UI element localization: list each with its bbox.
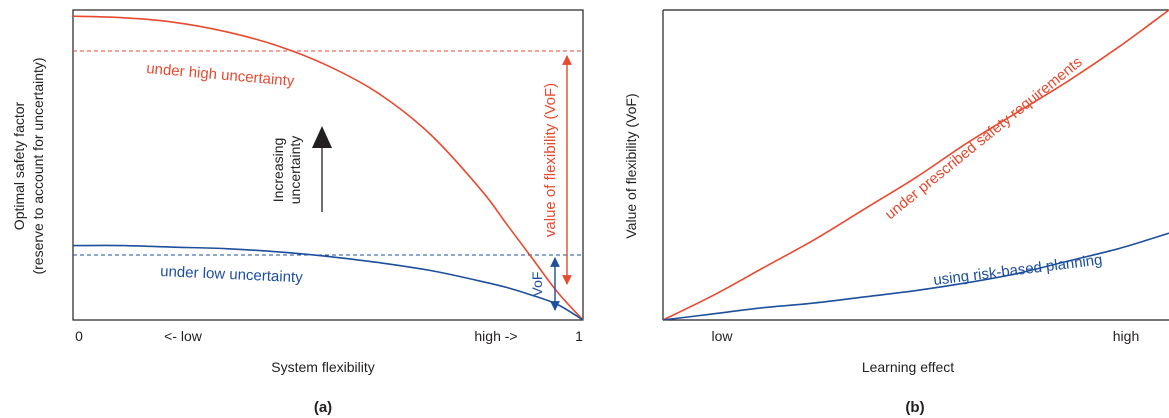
- panel-label-a: (a): [314, 399, 332, 416]
- annotation-increasing: Increasing: [270, 138, 286, 203]
- series-line-low-uncertainty: [72, 244, 584, 321]
- x-tick-label-low-b: low: [711, 328, 733, 344]
- x-tick-label-high: high ->: [474, 328, 517, 344]
- series-label-prescribed-safety: under prescribed safety requirements: [882, 54, 1086, 224]
- x-tick-label-1: 1: [575, 328, 583, 344]
- y-axis-label-a-line1: Optimal safety factor: [11, 101, 27, 230]
- series-line-prescribed-safety: [662, 9, 1169, 321]
- panel-label-b: (b): [905, 399, 924, 416]
- annotation-uncertainty: uncertainty: [287, 136, 303, 204]
- chart-b: under prescribed safety requirements usi…: [623, 9, 1169, 416]
- x-axis-label-a: System flexibility: [271, 359, 374, 375]
- series-line-risk-based: [662, 232, 1169, 321]
- x-tick-label-low: <- low: [164, 328, 203, 344]
- chart-a: under high uncertainty under low uncerta…: [11, 9, 584, 416]
- series-label-high-uncertainty: under high uncertainty: [146, 60, 296, 90]
- series-line-high-uncertainty: [72, 15, 584, 321]
- x-tick-label-high-b: high: [1113, 328, 1139, 344]
- annotation-value-of-flexibility: value of flexibility (VoF): [542, 83, 559, 237]
- plot-frame-a: [72, 9, 584, 321]
- series-label-risk-based: using risk-based planning: [932, 251, 1103, 289]
- increasing-uncertainty-arrow-head: [312, 126, 332, 148]
- y-axis-label-a-line2: (reserve to account for uncertainty): [30, 57, 46, 274]
- series-label-low-uncertainty: under low uncertainty: [160, 263, 304, 286]
- y-axis-label-b: Value of flexibility (VoF): [623, 93, 639, 238]
- annotation-vof: VoF: [529, 272, 545, 297]
- x-axis-label-b: Learning effect: [862, 359, 954, 375]
- x-tick-label-0: 0: [75, 328, 83, 344]
